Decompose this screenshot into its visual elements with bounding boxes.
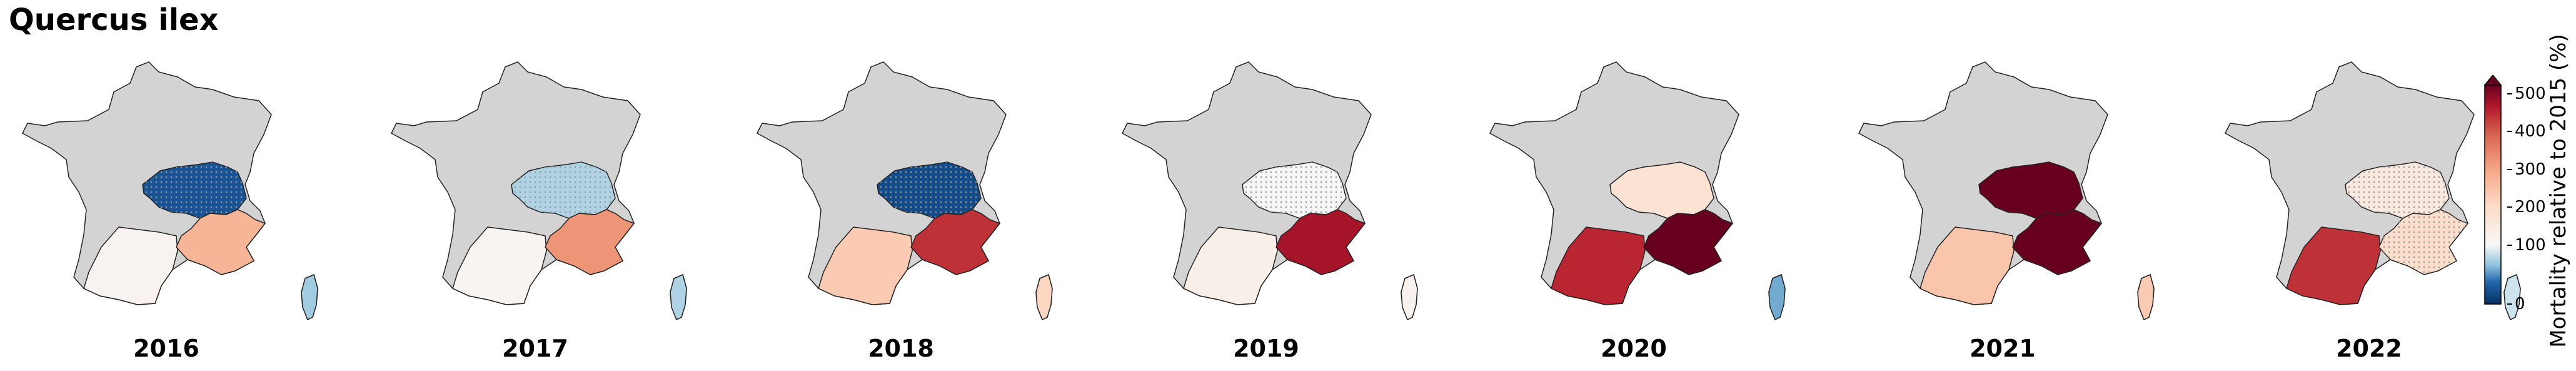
- region-corsica: [1401, 273, 1418, 321]
- year-label-2021: 2021: [1970, 335, 2036, 362]
- france-map-2017: [391, 61, 687, 321]
- france-map-2019: [1122, 61, 1418, 321]
- colorbar-tick-label: 400: [2515, 122, 2546, 141]
- region-southwest: [83, 226, 178, 305]
- region-corsica: [1768, 273, 1786, 321]
- colorbar-label: Mortality relative to 2015 (%): [2546, 34, 2571, 348]
- region-southeast-alps: [1643, 209, 1734, 275]
- colorbar-gradient: [2483, 74, 2502, 305]
- map-panel-2018: 2018: [748, 59, 1061, 362]
- region-southwest: [818, 226, 913, 305]
- region-hatch-center-east: [143, 162, 246, 218]
- france-map-2016: [22, 61, 318, 321]
- colorbar-extend-arrow: [2483, 74, 2502, 86]
- colorbar-tickmark: [2507, 131, 2512, 133]
- colorbar-tick-label: 100: [2515, 235, 2546, 255]
- map-panel-2017: 2017: [383, 59, 695, 362]
- region-hatch-southeast-alps: [2379, 210, 2468, 275]
- region-hatch-center-east: [2345, 162, 2449, 218]
- year-label-2017: 2017: [502, 335, 568, 362]
- region-corsica: [301, 273, 318, 321]
- map-panel-2021: 2021: [1850, 59, 2163, 362]
- region-corsica: [1035, 273, 1053, 321]
- year-label-2016: 2016: [133, 335, 199, 362]
- region-corsica: [2503, 273, 2521, 321]
- year-label-2020: 2020: [1601, 335, 1667, 362]
- map-panel-2019: 2019: [1114, 59, 1426, 362]
- region-corsica: [2137, 273, 2155, 321]
- colorbar-bar: [2484, 84, 2502, 305]
- year-label-2022: 2022: [2336, 335, 2402, 362]
- region-southeast-alps: [1275, 209, 1366, 275]
- colorbar-tickmark: [2507, 168, 2512, 170]
- region-hatch-center-east: [511, 162, 615, 218]
- colorbar-tickmark: [2507, 93, 2512, 94]
- region-southeast-alps: [910, 209, 1001, 275]
- map-panels: 2016 2017 2018 2019 2020 2021 2022: [14, 59, 2521, 362]
- colorbar-tick-label: 200: [2515, 198, 2546, 217]
- map-panel-2016: 2016: [14, 59, 326, 362]
- region-hatch-center-east: [1242, 162, 1346, 218]
- france-map-2021: [1858, 61, 2155, 321]
- colorbar-tick-label: 500: [2515, 84, 2546, 103]
- colorbar-tickmark: [2507, 206, 2512, 208]
- map-panel-2022: 2022: [2216, 59, 2529, 362]
- france-map-2020: [1489, 61, 1786, 321]
- colorbar-tickmark: [2507, 303, 2512, 305]
- region-hatch-center-east: [877, 162, 981, 218]
- region-southeast-alps: [176, 209, 266, 275]
- region-southwest: [1919, 226, 2015, 305]
- map-panel-2020: 2020: [1481, 59, 1794, 362]
- region-southwest: [2286, 226, 2381, 305]
- year-label-2019: 2019: [1233, 335, 1299, 362]
- region-southwest: [1551, 226, 1646, 305]
- france-map-2022: [2225, 61, 2521, 321]
- region-southwest: [1183, 226, 1278, 305]
- region-southeast-alps: [545, 209, 635, 275]
- region-southeast-alps: [2012, 209, 2103, 275]
- year-label-2018: 2018: [868, 335, 934, 362]
- chart-title: Quercus ilex: [9, 3, 219, 38]
- colorbar-tickmark: [2507, 244, 2512, 246]
- colorbar-tick-label: 0: [2515, 295, 2525, 313]
- france-map-2018: [757, 61, 1053, 321]
- region-southwest: [452, 226, 547, 305]
- colorbar: [2483, 74, 2502, 305]
- region-corsica: [670, 273, 687, 321]
- colorbar-tick-label: 300: [2515, 160, 2546, 179]
